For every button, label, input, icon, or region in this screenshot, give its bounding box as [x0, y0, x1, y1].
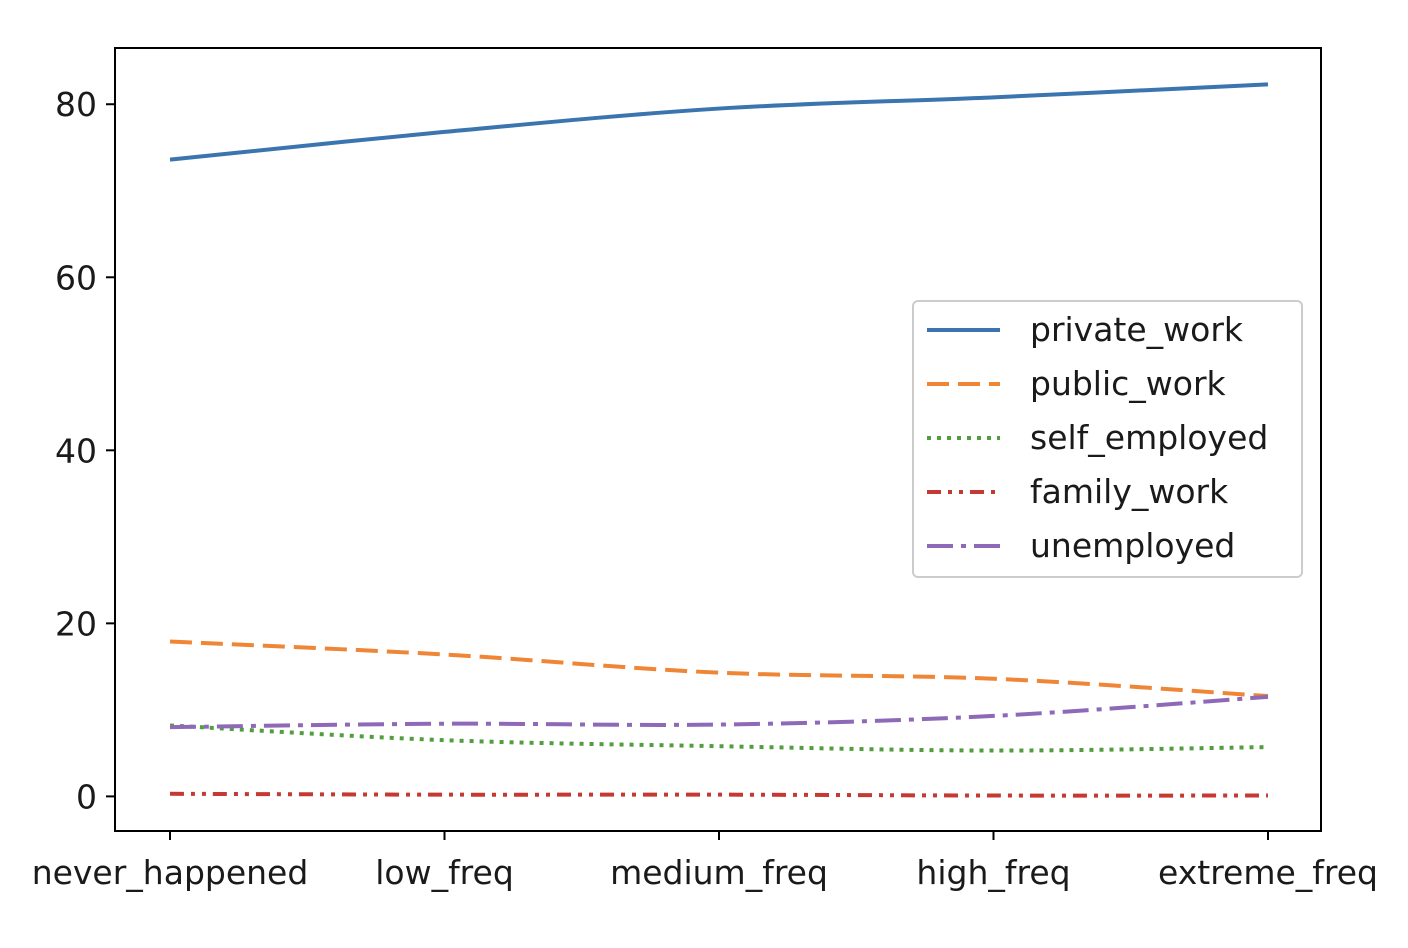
y-tick-label: 40: [55, 431, 97, 470]
x-tick-label: extreme_freq: [1158, 853, 1378, 892]
y-tick-label: 0: [76, 777, 97, 816]
legend-label-self-employed: self_employed: [1030, 418, 1268, 457]
y-tick-label: 20: [55, 604, 97, 643]
series-line-family-work: [169, 791, 1269, 798]
y-tick-label: 60: [55, 258, 97, 297]
legend-label-private-work: private_work: [1030, 310, 1244, 349]
x-tick-label: high_freq: [916, 853, 1070, 892]
x-tick-label: never_happened: [32, 853, 309, 892]
series-layer: [169, 82, 1269, 798]
legend-label-public-work: public_work: [1030, 364, 1227, 403]
series-line-unemployed: [169, 694, 1269, 730]
y-tick-label: 80: [55, 85, 97, 124]
legend: private_work public_work self_employedfami…: [912, 300, 1303, 578]
series-line-public-work: [169, 639, 1269, 699]
legend-label-family-work: family_work: [1030, 472, 1229, 511]
legend-label-unemployed: unemployed: [1030, 526, 1235, 565]
x-tick-label: medium_freq: [610, 853, 828, 892]
x-tick-label: low_freq: [375, 853, 514, 892]
legend-box: [912, 300, 1303, 578]
x-axis: never_happened low_freq medium_freq high_fr…: [32, 831, 1378, 892]
series-line-private-work: [169, 82, 1269, 162]
y-axis: 0 20 40 60 80: [55, 85, 115, 816]
